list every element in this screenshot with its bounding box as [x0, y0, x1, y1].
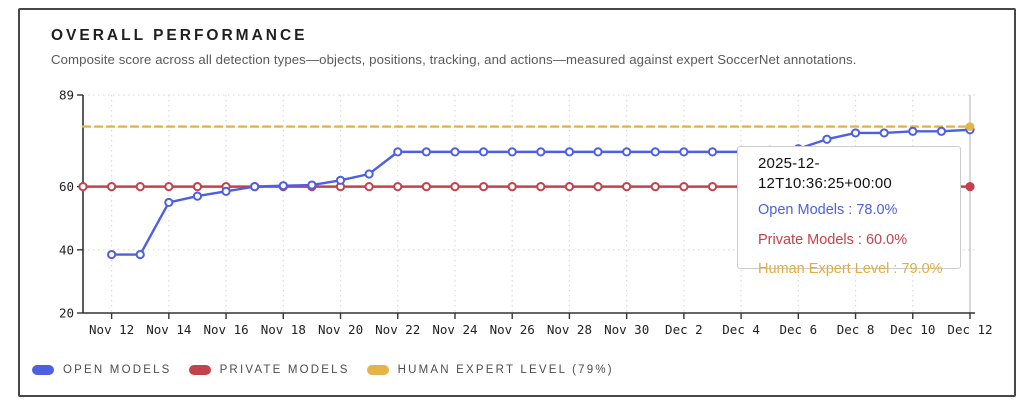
legend-item-private-models[interactable]: PRIVATE MODELS — [188, 364, 350, 376]
svg-text:Nov 24: Nov 24 — [432, 322, 477, 337]
open-models-line — [107, 125, 975, 260]
tooltip-timestamp: 2025-12-12T10:36:25+00:00 — [758, 155, 892, 192]
chart-legend: OPEN MODELS PRIVATE MODELS HUMAN EXPERT … — [32, 364, 614, 376]
legend-label: OPEN MODELS — [63, 364, 172, 376]
svg-text:Nov 26: Nov 26 — [490, 322, 535, 337]
svg-text:40: 40 — [59, 242, 74, 257]
svg-text:Dec 6: Dec 6 — [780, 322, 818, 337]
legend-label: HUMAN EXPERT LEVEL (79%) — [397, 364, 614, 376]
tooltip-private-models: Private Models : 60.0% — [758, 232, 908, 248]
svg-text:Nov 28: Nov 28 — [547, 322, 592, 337]
open-models-swatch-icon — [32, 365, 54, 375]
chart-tooltip: 2025-12-12T10:36:25+00:00 Open Models : … — [737, 146, 961, 277]
page-subtitle: Composite score across all detection typ… — [51, 52, 857, 67]
svg-text:20: 20 — [59, 306, 74, 321]
svg-text:Nov 22: Nov 22 — [375, 322, 420, 337]
performance-card: OVERALL PERFORMANCE Composite score acro… — [18, 8, 1016, 397]
tooltip-human-expert: Human Expert Level : 79.0% — [758, 261, 943, 277]
svg-text:Dec 2: Dec 2 — [665, 322, 703, 337]
svg-text:Dec 8: Dec 8 — [837, 322, 875, 337]
svg-text:Nov 30: Nov 30 — [604, 322, 649, 337]
human-expert-swatch-icon — [366, 365, 389, 375]
svg-text:Nov 14: Nov 14 — [146, 322, 191, 337]
svg-text:Dec 10: Dec 10 — [890, 322, 935, 337]
svg-text:Dec 12: Dec 12 — [947, 322, 992, 337]
svg-text:89: 89 — [59, 88, 74, 103]
page-title: OVERALL PERFORMANCE — [51, 27, 308, 44]
svg-text:Nov 20: Nov 20 — [318, 322, 363, 337]
legend-item-human-expert[interactable]: HUMAN EXPERT LEVEL (79%) — [366, 364, 614, 376]
legend-label: PRIVATE MODELS — [219, 364, 350, 376]
tooltip-open-models: Open Models : 78.0% — [758, 202, 898, 218]
svg-text:Dec 4: Dec 4 — [722, 322, 760, 337]
svg-text:60: 60 — [59, 179, 74, 194]
private-models-swatch-icon — [188, 365, 211, 375]
legend-item-open-models[interactable]: OPEN MODELS — [32, 364, 172, 376]
svg-text:Nov 12: Nov 12 — [89, 322, 134, 337]
svg-text:Nov 16: Nov 16 — [203, 322, 248, 337]
end-dot-human-expert-level — [965, 122, 975, 131]
svg-text:Nov 18: Nov 18 — [261, 322, 306, 337]
axes: 20 40 60 89 Nov 12 Nov 14 Nov 16 Nov 18 Nov 20 No… — [59, 88, 993, 338]
end-dot-private-models — [965, 182, 975, 191]
